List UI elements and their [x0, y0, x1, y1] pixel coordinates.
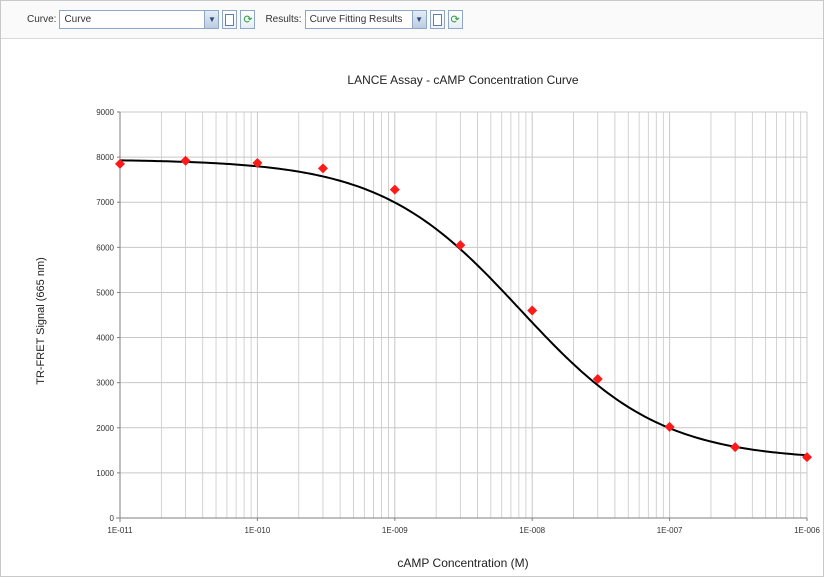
- data-point: [252, 157, 263, 168]
- toolbar: Curve: Curve ▼ ⟳ Results: Curve Fitting …: [1, 1, 823, 39]
- x-tick-label: 1E-006: [794, 526, 820, 535]
- x-tick-label: 1E-008: [519, 526, 545, 535]
- grid: [119, 111, 808, 519]
- x-tick-label: 1E-010: [245, 526, 271, 535]
- data-point: [317, 163, 328, 174]
- data-point: [389, 184, 400, 195]
- results-select-value: Curve Fitting Results: [309, 14, 403, 25]
- axes: 0 1000 2000 3000 4000 5000 6000 7000 8000 9000 1E-…: [96, 108, 820, 535]
- data-point: [115, 158, 125, 169]
- data-point: [802, 452, 812, 463]
- x-tick-label: 1E-009: [382, 526, 408, 535]
- curve-new-button[interactable]: [222, 10, 238, 29]
- data-point: [592, 374, 603, 385]
- y-tick-label: 6000: [96, 243, 114, 252]
- curve-select[interactable]: Curve ▼: [59, 10, 220, 29]
- y-tick-label: 3000: [96, 379, 114, 388]
- curve-label: Curve:: [27, 14, 57, 25]
- refresh-icon: ⟳: [243, 14, 253, 26]
- y-tick-label: 4000: [96, 334, 114, 343]
- chevron-down-icon[interactable]: ▼: [204, 11, 219, 28]
- blank-document-icon: [432, 13, 442, 26]
- data-point: [527, 305, 538, 316]
- results-label: Results:: [265, 14, 302, 25]
- y-tick-label: 0: [110, 514, 115, 523]
- y-tick-label: 2000: [96, 424, 114, 433]
- y-tick-label: 8000: [96, 153, 114, 162]
- y-tick-label: 9000: [96, 108, 114, 117]
- data-point: [664, 421, 675, 432]
- chart-title: LANCE Assay - cAMP Concentration Curve: [347, 73, 579, 87]
- x-axis-label: cAMP Concentration (M): [397, 556, 528, 570]
- curve-refresh-button[interactable]: ⟳: [240, 10, 256, 29]
- refresh-icon: ⟳: [450, 14, 460, 26]
- concentration-curve-chart: LANCE Assay - cAMP Concentration Curve c…: [35, 73, 820, 570]
- blank-document-icon: [225, 13, 235, 26]
- y-tick-label: 5000: [96, 288, 114, 297]
- x-tick-label: 1E-011: [107, 526, 133, 535]
- curve-select-value: Curve: [64, 14, 92, 25]
- y-tick-label: 1000: [96, 469, 114, 478]
- y-tick-label: 7000: [96, 198, 114, 207]
- x-tick-label: 1E-007: [657, 526, 683, 535]
- fit-curve-line: [119, 159, 808, 457]
- data-point: [730, 442, 741, 453]
- data-point: [455, 240, 466, 251]
- data-point: [180, 155, 191, 166]
- fit-curve-layer: [119, 159, 808, 457]
- data-points: [115, 155, 812, 463]
- results-refresh-button[interactable]: ⟳: [447, 10, 463, 29]
- y-axis-label: TR-FRET Signal (665 nm): [35, 257, 47, 385]
- chevron-down-icon[interactable]: ▼: [411, 11, 426, 28]
- results-new-button[interactable]: [429, 10, 445, 29]
- results-select[interactable]: Curve Fitting Results ▼: [304, 10, 427, 29]
